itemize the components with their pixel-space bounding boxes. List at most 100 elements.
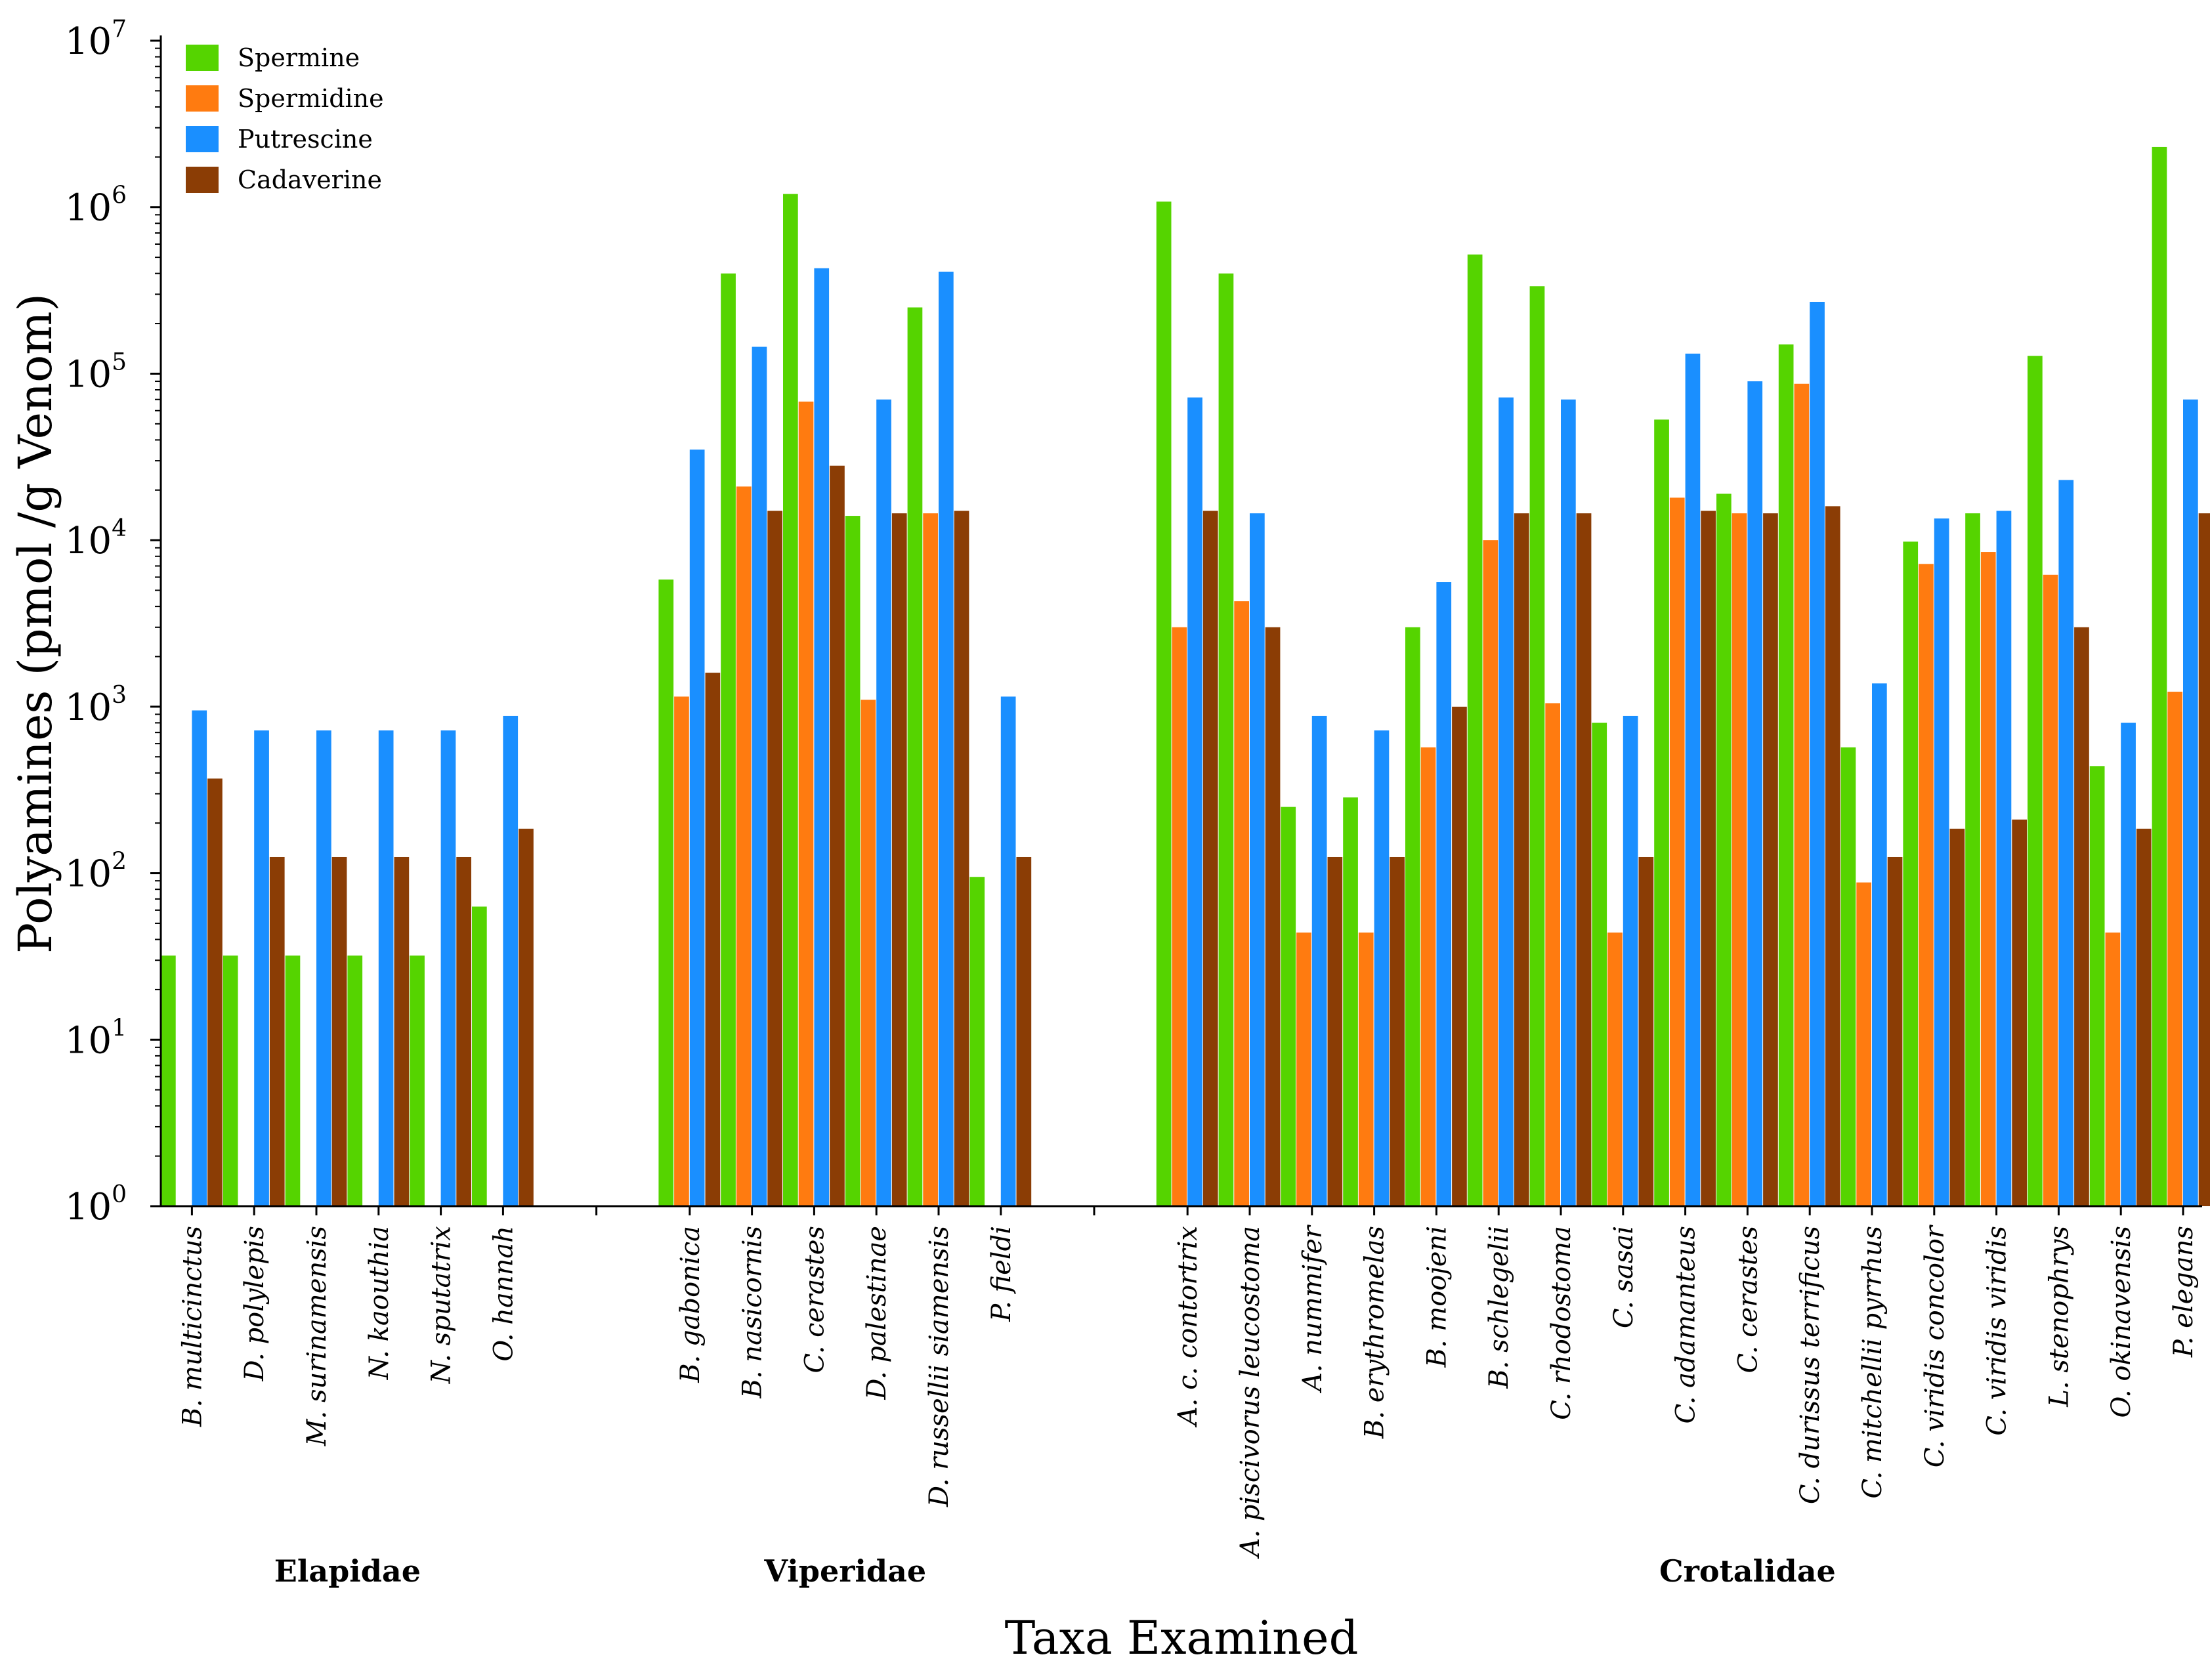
legend-label: Cadaverine [238,165,382,194]
bar-spermidine [2105,933,2121,1206]
y-tick-label: 105 [65,348,127,396]
bar-putrescine [378,730,394,1206]
bar-putrescine [689,450,705,1207]
bar-cadaverine [891,513,907,1207]
bar-putrescine [752,346,767,1206]
bar-putrescine [1311,715,1327,1206]
bar-putrescine [1187,397,1202,1206]
bar-cadaverine [954,511,969,1206]
bar-cadaverine [705,673,721,1206]
legend-label: Spermine [238,43,360,72]
bar-spermine [658,579,674,1206]
bar-spermidine [1234,601,1249,1206]
bar-spermine [1529,286,1545,1207]
taxon-label: D. russellii siamensis [924,1226,954,1507]
y-tick-base: 10 [65,686,112,729]
bar-spermidine [1607,933,1623,1206]
bar-putrescine [1747,381,1763,1207]
taxon-label: L. stenophrys [2044,1226,2074,1408]
bar-putrescine [1250,513,1265,1207]
bar-putrescine [876,399,891,1206]
legend-swatch-spermine [186,45,219,71]
bar-spermidine [1732,513,1747,1207]
bar-cadaverine [2198,513,2210,1207]
taxon-label: B. moojeni [1422,1226,1452,1368]
bar-putrescine [1561,399,1576,1206]
bar-spermine [1467,254,1483,1206]
bar-putrescine [814,268,830,1206]
bar-spermine [1343,797,1358,1206]
chart-legend: Spermine Spermidine Putrescine Cadaverine [186,43,384,194]
bar-spermidine [1172,627,1187,1206]
bar-cadaverine [1763,513,1778,1207]
bar-spermidine [1794,383,1810,1206]
taxon-label: B. erythromelas [1360,1226,1390,1439]
bar-spermidine [1483,540,1498,1206]
bar-spermine [223,956,238,1206]
bar-spermine [783,194,798,1206]
bar-spermidine [1545,703,1560,1206]
y-tick-exponent: 3 [112,682,127,709]
taxon-label: D. palestinae [862,1226,892,1400]
taxon-label: B. multicinctus [177,1226,207,1427]
taxon-label: C. mitchellii pyrrhus [1858,1226,1888,1499]
bar-cadaverine [830,465,845,1206]
bar-cadaverine [1887,856,1903,1206]
bar-spermidine [1296,933,1311,1206]
bar-spermidine [674,696,689,1206]
bar-marks [161,146,2210,1207]
bar-putrescine [1996,511,2012,1206]
bar-cadaverine [1265,627,1281,1206]
bar-cadaverine [1825,506,1840,1206]
bar-putrescine [1685,353,1701,1207]
bar-cadaverine [2012,819,2027,1206]
y-tick-base: 10 [65,1186,112,1228]
bar-spermine [1903,541,1919,1206]
bar-spermine [1281,807,1296,1206]
bar-cadaverine [331,856,347,1206]
bar-spermine [969,877,985,1206]
bar-cadaverine [2136,828,2152,1206]
bar-putrescine [192,710,207,1206]
taxon-label: C. sasai [1609,1226,1639,1328]
x-axis-title: Taxa Examined [1005,1611,1359,1665]
y-tick-exponent: 1 [112,1015,127,1041]
taxon-label: A. nummifer [1298,1224,1328,1394]
taxon-label: C. viridis concolor [1920,1224,1950,1467]
bar-spermine [1405,627,1420,1206]
taxon-label: M. surinamensis [302,1226,332,1446]
bar-cadaverine [1202,511,1218,1206]
taxon-label: O. okinavensis [2106,1226,2136,1418]
taxon-label: P. fieldi [987,1226,1017,1322]
y-tick-exponent: 0 [112,1181,127,1208]
bar-spermidine [1358,933,1374,1206]
bar-cadaverine [456,856,471,1206]
bar-spermine [907,307,923,1206]
taxon-label: A. c. contortrix [1173,1226,1203,1428]
bar-spermine [161,956,176,1206]
bar-cadaverine [1638,856,1654,1206]
taxon-label: B. gabonica [675,1226,706,1383]
bar-cadaverine [1327,856,1343,1206]
taxon-label: N. sputatrix [427,1226,457,1384]
bar-spermidine [2167,692,2182,1206]
bar-spermine [1716,494,1732,1206]
bar-putrescine [316,730,331,1206]
legend-swatch-putrescine [186,126,219,152]
taxon-label: C. cerastes [799,1226,830,1373]
bar-cadaverine [1701,511,1716,1206]
bar-spermidine [1669,497,1685,1206]
taxon-label: C. cerastes [1733,1226,1763,1373]
bar-cadaverine [1452,706,1467,1206]
bar-cadaverine [269,856,285,1206]
bar-spermidine [798,401,814,1206]
bar-putrescine [1436,582,1452,1206]
y-tick-exponent: 6 [112,182,127,209]
bar-putrescine [254,730,269,1206]
bar-cadaverine [2074,627,2089,1206]
bar-putrescine [1934,518,1949,1206]
y-tick-base: 10 [65,1019,112,1062]
bar-cadaverine [1390,856,1405,1206]
family-label: Crotalidae [1659,1553,1836,1589]
bar-spermine [347,956,363,1206]
